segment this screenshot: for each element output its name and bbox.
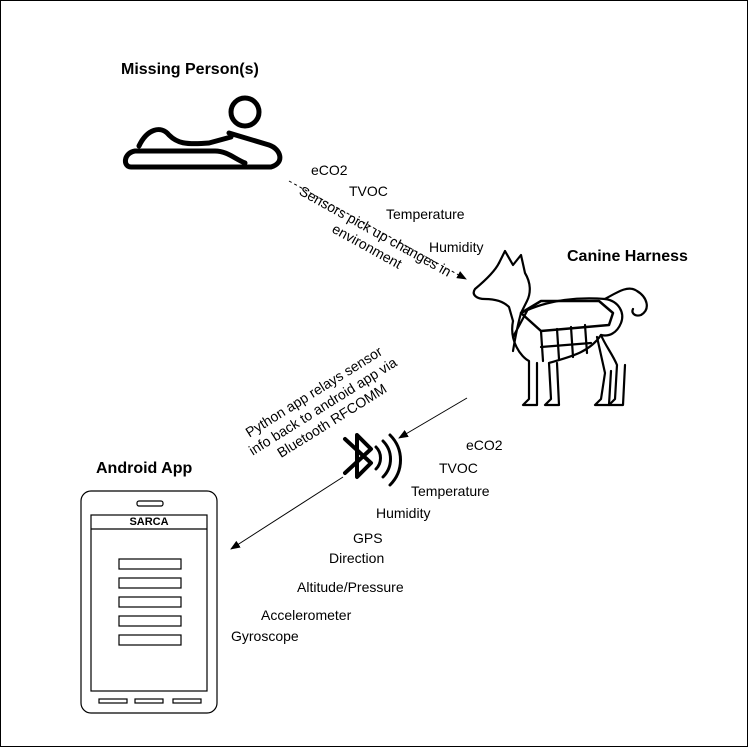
bottom-sensor-gps: GPS: [353, 530, 383, 546]
bottom-sensor-eco2: eCO2: [466, 437, 503, 453]
bluetooth-to-phone-arrow: [230, 476, 344, 550]
top-sensor-temperature: Temperature: [386, 206, 465, 222]
dog-to-bluetooth-arrow: [398, 397, 468, 439]
top-sensor-eco2: eCO2: [311, 162, 348, 178]
bottom-sensor-altitude-pressure: Altitude/Pressure: [297, 579, 404, 595]
top-sensor-tvoc: TVOC: [349, 183, 388, 199]
bottom-sensor-direction: Direction: [329, 550, 385, 566]
bottom-sensor-temperature: Temperature: [411, 483, 490, 499]
phone-app-title: SARCA: [129, 516, 169, 528]
bottom-sensor-humidity: Humidity: [376, 505, 431, 521]
dog-with-harness-icon: [472, 249, 648, 407]
android-app-heading: Android App: [96, 460, 193, 477]
smartphone-icon: [80, 490, 218, 714]
bottom-sensor-tvoc: TVOC: [439, 460, 478, 476]
missing-person-heading: Missing Person(s): [121, 61, 259, 78]
canine-harness-heading: Canine Harness: [567, 248, 688, 265]
bottom-sensor-accelerometer: Accelerometer: [261, 607, 352, 623]
bottom-sensor-gyroscope: Gyroscope: [231, 628, 299, 644]
bluetooth-icon: [343, 433, 402, 487]
sensor-pickup-arrow: [288, 180, 467, 280]
person-lying-icon: [123, 95, 283, 170]
top-sensor-humidity: Humidity: [429, 239, 484, 255]
